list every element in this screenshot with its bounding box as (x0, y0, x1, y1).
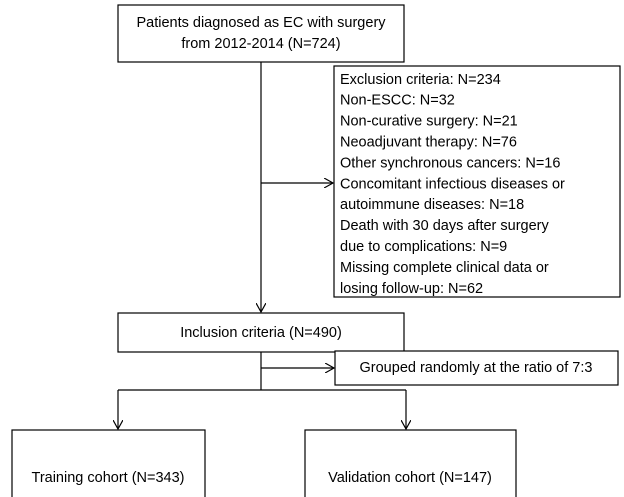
node-text: from 2012-2014 (N=724) (181, 36, 340, 52)
node-text: Death with 30 days after surgery (340, 218, 549, 234)
node-text: Non-curative surgery: N=21 (340, 114, 518, 130)
node-text: Training cohort (N=343) (32, 470, 185, 486)
node-text: due to complications: N=9 (340, 239, 507, 255)
labels: Patients diagnosed as EC with surgery fro… (32, 15, 593, 486)
node-box (11, 429, 206, 497)
node-text: Exclusion criteria: N=234 (340, 72, 501, 88)
node-box (117, 312, 405, 353)
node-text: Patients diagnosed as EC with surgery (136, 15, 386, 31)
node-text: autoimmune diseases: N=18 (340, 197, 524, 213)
node-text: Non-ESCC: N=32 (340, 93, 455, 109)
node-text: Other synchronous cancers: N=16 (340, 155, 560, 171)
node-text: Grouped randomly at the ratio of 7:3 (360, 360, 593, 376)
node-text: Validation cohort (N=147) (328, 470, 492, 486)
node-box (333, 65, 621, 298)
node-text: Concomitant infectious diseases or (340, 176, 565, 192)
node-box (117, 4, 405, 63)
node-box (304, 429, 517, 497)
node-text: Inclusion criteria (N=490) (180, 325, 342, 341)
node-box (334, 350, 619, 386)
node-text: Neoadjuvant therapy: N=76 (340, 135, 517, 151)
node-text: losing follow-up: N=62 (340, 281, 483, 297)
node-text: Missing complete clinical data or (340, 260, 549, 276)
